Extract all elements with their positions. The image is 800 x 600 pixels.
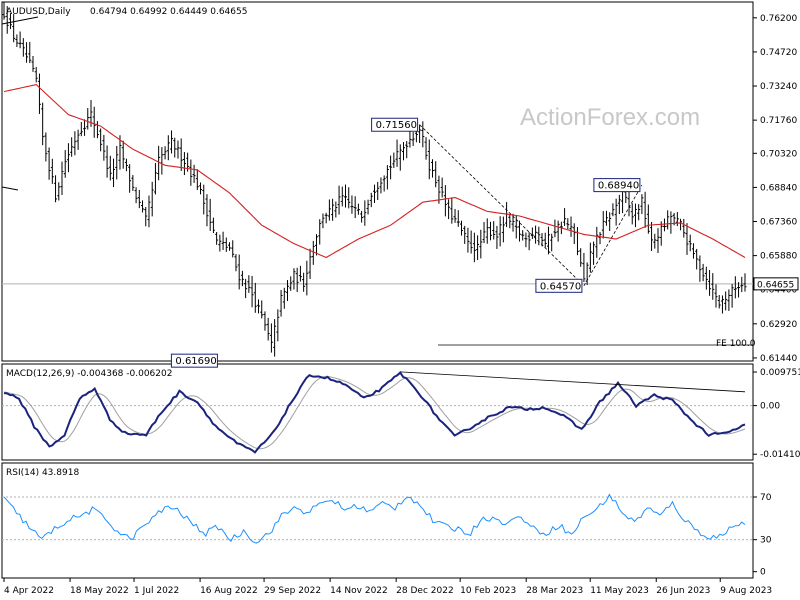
price-y-tick-label: 0.73240 bbox=[760, 82, 797, 92]
rsi-y-tick-label: 70 bbox=[760, 493, 772, 503]
x-tick-label: 1 Jul 2022 bbox=[134, 586, 179, 596]
rsi-y-tick-label: 30 bbox=[760, 536, 772, 546]
macd-y-tick-label: 0.00 bbox=[760, 402, 780, 412]
x-tick-label: 28 Mar 2023 bbox=[526, 586, 583, 596]
rsi-y-tick-label: 0 bbox=[760, 568, 766, 578]
price-y-tick-label: 0.61440 bbox=[760, 354, 797, 364]
rsi-line bbox=[3, 493, 746, 544]
price-annotation-box bbox=[371, 117, 419, 132]
price-header-symbol: AUDUSD,Daily bbox=[6, 7, 71, 17]
fe-label: FE 100.0 bbox=[716, 339, 756, 349]
macd-panel-frame bbox=[1, 363, 754, 461]
price-annotation-label: 0.64570 bbox=[540, 281, 581, 292]
price-header-ohlc: 0.64794 0.64992 0.64449 0.64655 bbox=[90, 7, 247, 17]
price-annotation-label: 0.61690 bbox=[175, 356, 216, 367]
macd-signal-line bbox=[3, 375, 746, 450]
x-tick-label: 28 Dec 2022 bbox=[396, 586, 454, 596]
price-y-tick-label: 0.68840 bbox=[760, 183, 797, 193]
x-tick-label: 11 May 2023 bbox=[590, 586, 649, 596]
x-tick-label: 10 Feb 2023 bbox=[460, 586, 516, 596]
x-tick-label: 18 May 2022 bbox=[70, 586, 129, 596]
rsi-chart: 70 30 0 bbox=[2, 493, 772, 578]
moving-average-line bbox=[3, 84, 746, 259]
price-y-tick-label: 0.67360 bbox=[760, 218, 797, 228]
price-annotation-box bbox=[593, 178, 641, 193]
price-y-tick-label: 0.76200 bbox=[760, 14, 797, 24]
macd-y-tick-label: 0.009751 bbox=[760, 368, 800, 378]
x-tick-label: 9 Aug 2023 bbox=[720, 586, 772, 596]
x-tick-label: 14 Nov 2022 bbox=[330, 586, 388, 596]
price-y-tick-label: 0.64400 bbox=[760, 286, 797, 296]
x-tick-label: 4 Apr 2022 bbox=[4, 586, 54, 596]
price-annotation-label: 0.71560 bbox=[376, 120, 417, 131]
price-annotation-box bbox=[170, 353, 218, 368]
x-tick-label: 26 Jun 2023 bbox=[656, 586, 710, 596]
price-trend-line bbox=[419, 124, 585, 287]
price-annotation-label: 0.68940 bbox=[598, 181, 639, 192]
price-y-tick-label: 0.62920 bbox=[760, 320, 797, 330]
price-top-marker bbox=[1, 16, 39, 25]
price-y-tick-label: 0.71760 bbox=[760, 116, 797, 126]
macd-line bbox=[3, 370, 746, 454]
price-left-marker bbox=[1, 186, 19, 191]
price-y-tick-label: 0.70320 bbox=[760, 149, 797, 159]
price-chart: 0.76200 0.74720 0.73240 0.71760 0.70320 0.688… bbox=[1, 2, 799, 368]
rsi-panel-frame bbox=[1, 462, 754, 579]
x-tick-label: 29 Sep 2022 bbox=[264, 586, 321, 596]
price-trend-line bbox=[583, 184, 643, 287]
rsi-header: RSI(14) 43.8918 bbox=[6, 468, 79, 478]
price-panel-frame bbox=[1, 1, 754, 362]
macd-trend-line bbox=[400, 371, 746, 393]
current-price-label: 0.64655 bbox=[757, 280, 794, 290]
macd-header: MACD(12,26,9) -0.004368 -0.006202 bbox=[6, 369, 172, 379]
watermark: ActionForex.com bbox=[520, 104, 700, 131]
x-axis: 4 Apr 2022 18 May 2022 1 Jul 2022 16 Aug 20… bbox=[3, 578, 772, 596]
x-tick-label: 16 Aug 2022 bbox=[200, 586, 258, 596]
price-y-tick-label: 0.74720 bbox=[760, 48, 797, 58]
price-y-tick-label: 0.65880 bbox=[760, 252, 797, 262]
current-price-box bbox=[753, 277, 799, 291]
price-annotation-box bbox=[535, 278, 583, 293]
